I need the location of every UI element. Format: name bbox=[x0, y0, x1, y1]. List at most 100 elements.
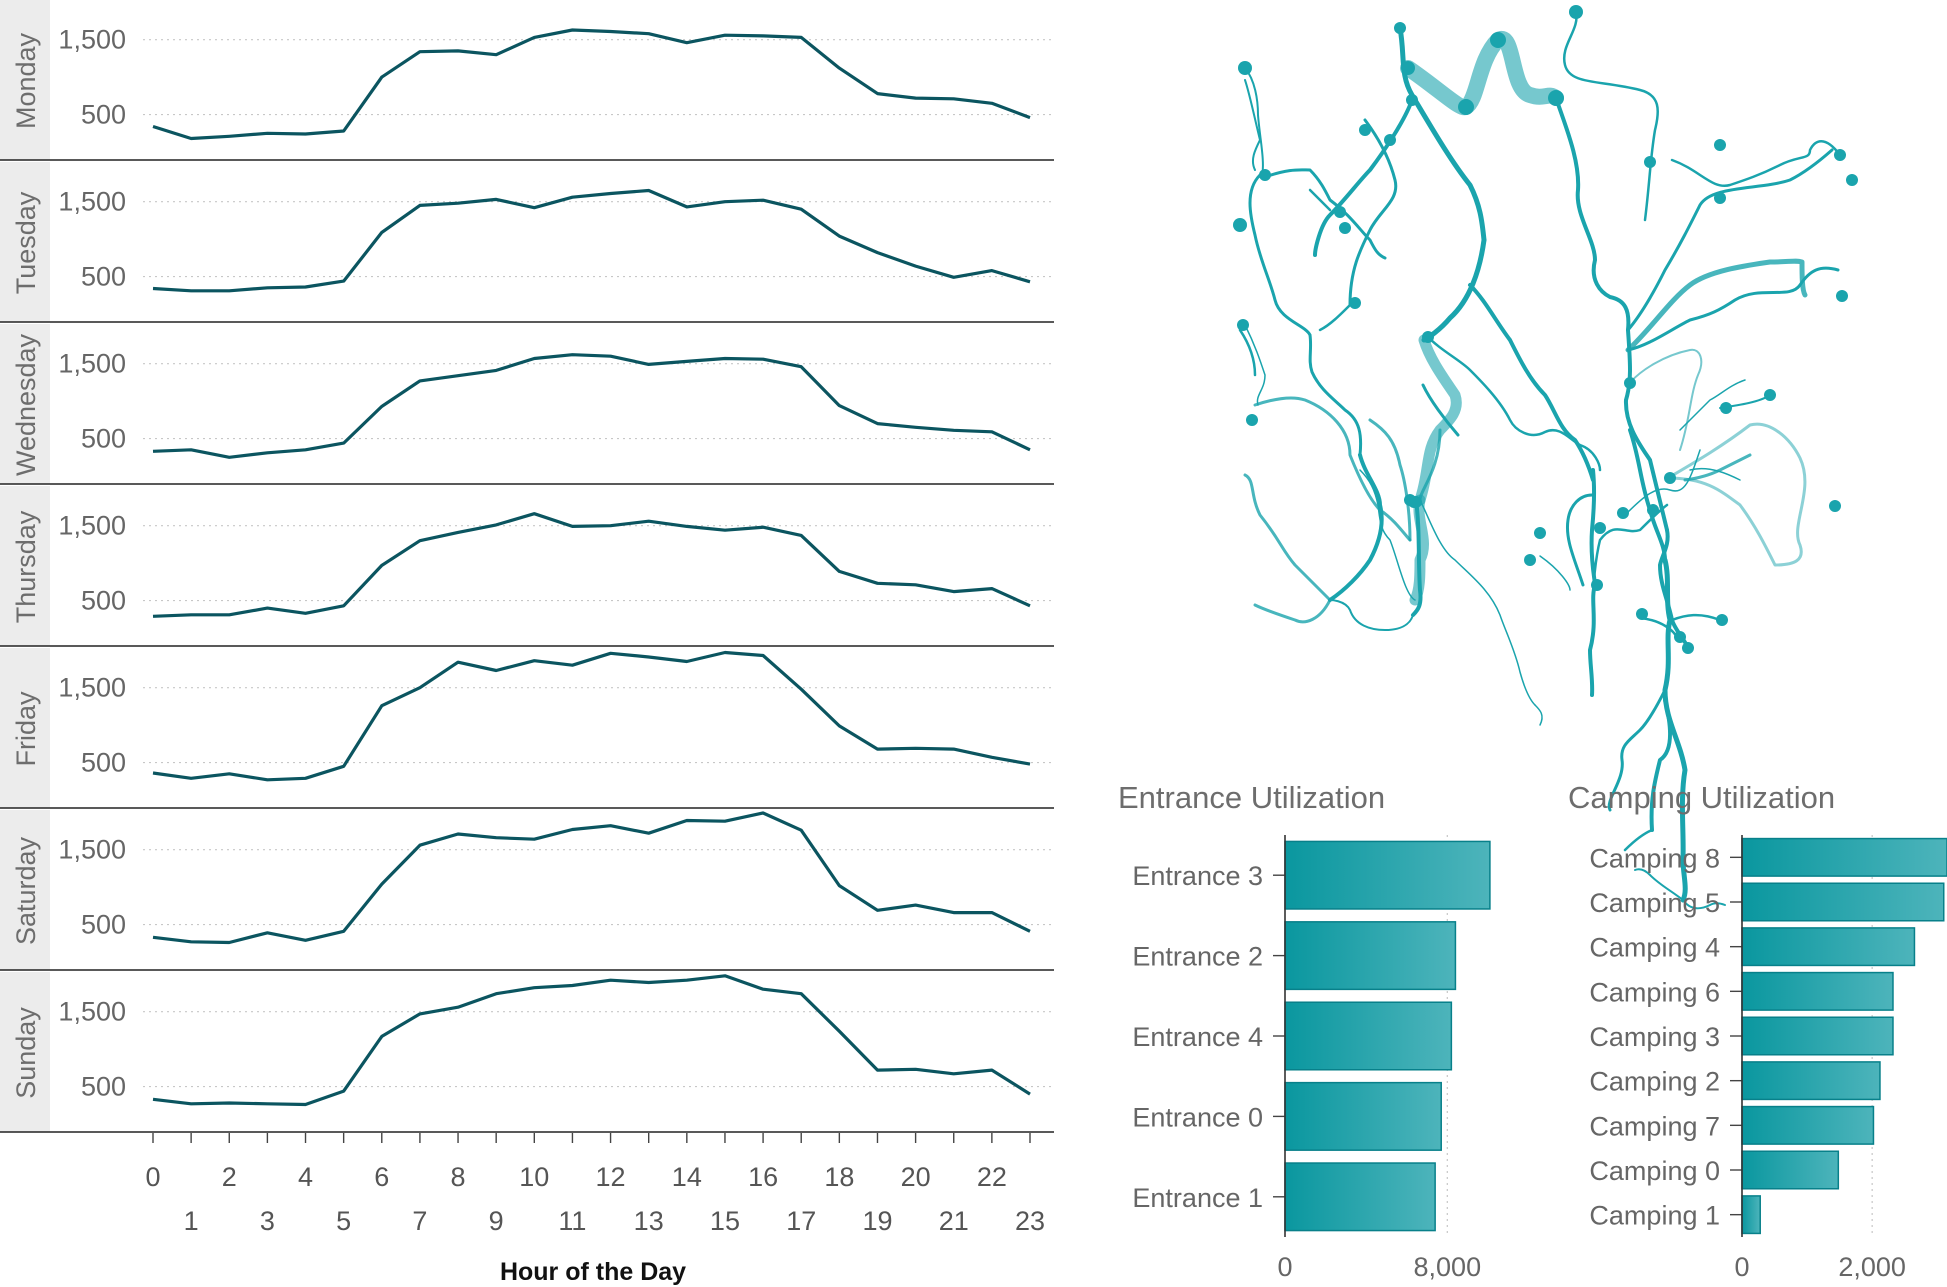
map-route bbox=[1554, 96, 1631, 332]
x-tick-label: 17 bbox=[786, 1206, 816, 1236]
series-line bbox=[152, 811, 1031, 945]
y-tick-label: 500 bbox=[81, 424, 126, 454]
category-label: Camping 4 bbox=[1589, 933, 1720, 963]
series-line bbox=[152, 28, 1031, 141]
map-route bbox=[1682, 899, 1726, 910]
y-tick-label: 500 bbox=[81, 1072, 126, 1102]
map-route bbox=[1534, 704, 1543, 726]
panel-wednesday: Wednesday 500 1,500 bbox=[0, 324, 1054, 485]
bar bbox=[1741, 1016, 1894, 1056]
x-tick-label: 4 bbox=[298, 1162, 313, 1192]
map-route bbox=[1359, 469, 1416, 601]
y-tick-label: 1,500 bbox=[58, 349, 126, 379]
x-tick-label: 2,000 bbox=[1838, 1252, 1906, 1282]
x-axis-title: Hour of the Day bbox=[500, 1258, 686, 1286]
x-tick-label: 8,000 bbox=[1414, 1252, 1482, 1282]
map-route bbox=[1260, 168, 1387, 260]
day-label-band bbox=[0, 648, 50, 808]
map-route bbox=[1626, 266, 1840, 352]
map-route bbox=[1634, 868, 1684, 901]
series-line bbox=[152, 512, 1031, 618]
x-tick-label: 21 bbox=[939, 1206, 969, 1236]
bar bbox=[1284, 1001, 1453, 1071]
y-tick-label: 500 bbox=[81, 586, 126, 616]
day-label-band bbox=[0, 0, 50, 160]
y-tick-label: 500 bbox=[81, 748, 126, 778]
map-route bbox=[1591, 503, 1669, 587]
y-tick-label: 1,500 bbox=[58, 511, 126, 541]
day-label: Wednesday bbox=[11, 333, 41, 476]
panel-sunday: Sunday 500 1,500 bbox=[0, 972, 1054, 1133]
camping-utilization-chart: Camping Utilization 0 2,000 Camping 8 Campin… bbox=[1568, 780, 1947, 1282]
map-route bbox=[1411, 498, 1423, 617]
map-route bbox=[1421, 383, 1460, 437]
day-label: Saturday bbox=[11, 836, 41, 945]
category-label: Camping 8 bbox=[1589, 843, 1720, 873]
series-line bbox=[152, 353, 1031, 459]
category-label: Entrance 4 bbox=[1132, 1022, 1263, 1052]
y-tick-label: 1,500 bbox=[58, 835, 126, 865]
map-route bbox=[1565, 493, 1594, 587]
map-nodes bbox=[1233, 5, 1858, 654]
map-route bbox=[1253, 396, 1412, 542]
entrance-utilization-chart: Entrance Utilization 0 8,000 Entrance 3 Entr… bbox=[1118, 780, 1491, 1282]
map-route bbox=[1623, 328, 1669, 532]
x-tick-label: 13 bbox=[634, 1206, 664, 1236]
category-label: Entrance 2 bbox=[1132, 942, 1263, 972]
y-tick-label: 500 bbox=[81, 100, 126, 130]
bar bbox=[1284, 840, 1491, 910]
bar bbox=[1284, 921, 1457, 991]
category-label: Camping 5 bbox=[1589, 888, 1720, 918]
route-network-map bbox=[1233, 5, 1858, 910]
map-route bbox=[1419, 499, 1536, 706]
panel-thursday: Thursday 500 1,500 bbox=[0, 486, 1054, 647]
category-label: Entrance 1 bbox=[1132, 1183, 1263, 1213]
map-route bbox=[1313, 98, 1414, 257]
day-label: Friday bbox=[11, 691, 41, 767]
map-route bbox=[1329, 599, 1414, 631]
bar bbox=[1741, 1150, 1840, 1190]
category-label: Camping 2 bbox=[1589, 1067, 1720, 1097]
x-tick-label: 19 bbox=[862, 1206, 892, 1236]
map-route bbox=[1468, 283, 1595, 482]
x-tick-label: 1 bbox=[184, 1206, 199, 1236]
map-route bbox=[1649, 698, 1672, 832]
day-label-band bbox=[0, 324, 50, 484]
map-route bbox=[1308, 188, 1332, 212]
category-label: Entrance 0 bbox=[1132, 1102, 1263, 1132]
map-route bbox=[1670, 613, 1722, 622]
map-route bbox=[1623, 828, 1654, 852]
map-route bbox=[1248, 173, 1312, 337]
panel-monday: Monday 500 1,500 bbox=[0, 0, 1054, 161]
x-tick-label: 16 bbox=[748, 1162, 778, 1192]
x-tick-label: 10 bbox=[519, 1162, 549, 1192]
map-route bbox=[1244, 67, 1264, 179]
category-label: Camping 0 bbox=[1589, 1156, 1720, 1186]
bar bbox=[1741, 882, 1945, 922]
category-label: Camping 1 bbox=[1589, 1201, 1720, 1231]
map-route bbox=[1348, 118, 1398, 307]
x-tick-label: 23 bbox=[1015, 1206, 1045, 1236]
series-line bbox=[152, 974, 1031, 1107]
map-route bbox=[1397, 25, 1487, 243]
x-tick-label: 9 bbox=[489, 1206, 504, 1236]
x-tick-label: 11 bbox=[558, 1206, 586, 1236]
series-line bbox=[152, 188, 1031, 293]
category-label: Camping 7 bbox=[1589, 1111, 1720, 1141]
map-route bbox=[1244, 79, 1261, 171]
bar bbox=[1284, 1162, 1436, 1232]
series-line bbox=[152, 650, 1031, 782]
map-route bbox=[1627, 348, 1703, 451]
x-tick-label: 12 bbox=[596, 1162, 626, 1192]
x-tick-label: 0 bbox=[145, 1162, 160, 1192]
map-route bbox=[1625, 258, 1808, 353]
map-route bbox=[1683, 453, 1752, 482]
map-route bbox=[1679, 379, 1746, 431]
panel-friday: Friday 500 1,500 bbox=[0, 648, 1054, 809]
bar bbox=[1741, 1195, 1761, 1235]
x-tick-label: 2 bbox=[222, 1162, 237, 1192]
day-label-band bbox=[0, 162, 50, 322]
x-tick-label: 15 bbox=[710, 1206, 740, 1236]
category-label: Camping 3 bbox=[1589, 1022, 1720, 1052]
day-label-band bbox=[0, 810, 50, 970]
